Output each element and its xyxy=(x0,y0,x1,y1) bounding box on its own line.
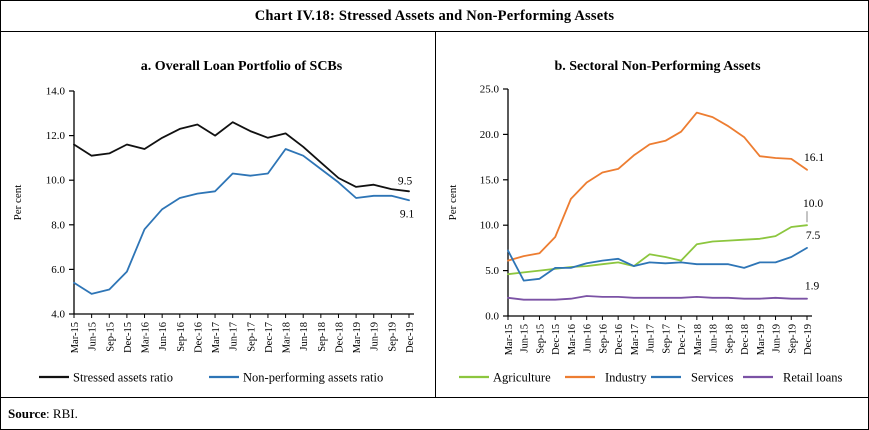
y-tick-label: 10.0 xyxy=(480,220,500,232)
legend-label-retail-loans: Retail loans xyxy=(783,371,842,385)
series-line-services xyxy=(507,246,808,282)
x-tick-label: Mar-19 xyxy=(756,324,767,355)
x-tick-label: Sep-17 xyxy=(661,324,672,354)
source-label: Source xyxy=(8,405,47,421)
x-tick-label: Dec-16 xyxy=(193,322,204,353)
x-tick-label: Sep-18 xyxy=(724,324,735,354)
x-tick-label: Sep-18 xyxy=(317,322,328,352)
charts-row: a. Overall Loan Portfolio of SCBs 4.0 6.0 8… xyxy=(1,32,868,397)
y-tick-label: 15.0 xyxy=(480,174,500,186)
x-tick-label: Jun-15 xyxy=(88,322,99,351)
series-end-label-agriculture: 10.0 xyxy=(803,198,823,210)
x-tick-label: Jun-19 xyxy=(370,322,381,351)
x-tick-label: Mar-15 xyxy=(70,322,81,353)
y-tick-label: 10.0 xyxy=(46,175,66,187)
series-end-label-retail-loans: 1.9 xyxy=(805,281,820,293)
series-end-label-stressed-assets-ratio: 9.5 xyxy=(398,175,413,187)
x-tick-label: Sep-15 xyxy=(105,322,116,352)
x-tick-label: Dec-19 xyxy=(803,324,814,355)
legend-label-agriculture: Agriculture xyxy=(493,371,551,385)
series-line-stressed-assets-ratio xyxy=(73,121,410,193)
x-tick-label: Jun-18 xyxy=(299,322,310,351)
panel-title: a. Overall Loan Portfolio of SCBs xyxy=(141,59,343,74)
y-tick-label: 8.0 xyxy=(51,219,65,231)
source-value: : RBI. xyxy=(46,405,78,421)
x-tick-label: Mar-17 xyxy=(630,324,641,355)
x-tick-label: Mar-19 xyxy=(352,322,363,353)
y-tick-label: 4.0 xyxy=(51,309,65,321)
series-line-retail-loans xyxy=(507,295,808,301)
x-tick-label: Jun-18 xyxy=(709,324,720,353)
x-tick-label: Sep-16 xyxy=(176,322,187,352)
x-tick-label: Dec-18 xyxy=(334,322,345,353)
series-end-label-non-performing-assets-ratio: 9.1 xyxy=(400,208,415,220)
series-line-agriculture xyxy=(507,224,808,276)
y-tick-label: 14.0 xyxy=(46,86,66,98)
x-tick-label: Sep-17 xyxy=(246,322,257,352)
x-tick-label: Dec-16 xyxy=(614,324,625,355)
panel-b: b. Sectoral Non-Performing Assets 0.0 5.0 1… xyxy=(436,32,868,397)
y-tick-label: 0.0 xyxy=(485,311,499,323)
figure-title-bar: Chart IV.18: Stressed Assets and Non-Per… xyxy=(1,1,868,32)
y-tick-label: 6.0 xyxy=(51,264,65,276)
x-tick-label: Dec-15 xyxy=(123,322,134,353)
y-tick-label: 25.0 xyxy=(480,84,500,96)
x-tick-label: Dec-17 xyxy=(264,322,275,353)
series-line-non-performing-assets-ratio xyxy=(73,148,410,295)
legend-label-non-performing-assets-ratio: Non-performing assets ratio xyxy=(243,371,383,385)
x-tick-label: Mar-15 xyxy=(504,324,515,355)
x-tick-label: Mar-17 xyxy=(211,322,222,353)
x-tick-label: Dec-18 xyxy=(740,324,751,355)
x-tick-label: Sep-19 xyxy=(787,324,798,354)
x-tick-label: Jun-17 xyxy=(646,324,657,353)
x-tick-label: Dec-19 xyxy=(405,322,416,353)
series-end-label-industry: 16.1 xyxy=(804,152,824,164)
x-tick-label: Dec-17 xyxy=(677,324,688,355)
x-tick-label: Mar-16 xyxy=(567,324,578,355)
x-tick-label: Sep-16 xyxy=(598,324,609,354)
x-tick-label: Sep-15 xyxy=(535,324,546,354)
x-tick-label: Mar-16 xyxy=(141,322,152,353)
legend-label-industry: Industry xyxy=(605,371,647,385)
y-axis-title: Per cent xyxy=(447,185,459,221)
x-tick-label: Jun-19 xyxy=(772,324,783,353)
series-end-label-services: 7.5 xyxy=(806,230,821,242)
y-tick-label: 5.0 xyxy=(485,265,499,277)
y-tick-label: 12.0 xyxy=(46,130,66,142)
y-tick-label: 20.0 xyxy=(480,129,500,141)
x-tick-label: Jun-15 xyxy=(520,324,531,353)
x-tick-label: Dec-15 xyxy=(551,324,562,355)
x-tick-label: Jun-16 xyxy=(583,324,594,353)
x-tick-label: Mar-18 xyxy=(693,324,704,355)
panel-title: b. Sectoral Non-Performing Assets xyxy=(554,59,761,74)
legend-label-stressed-assets-ratio: Stressed assets ratio xyxy=(73,371,173,385)
legend-label-services: Services xyxy=(691,371,733,385)
x-tick-label: Mar-18 xyxy=(282,322,293,353)
x-tick-label: Jun-16 xyxy=(158,322,169,351)
source-bar: Source: RBI. xyxy=(1,397,868,429)
series-line-industry xyxy=(507,111,808,262)
x-tick-label: Sep-19 xyxy=(387,322,398,352)
panel-a: a. Overall Loan Portfolio of SCBs 4.0 6.0 8… xyxy=(1,32,436,397)
y-axis-title: Per cent xyxy=(12,185,24,221)
panel-b-chart: b. Sectoral Non-Performing Assets 0.0 5.0 1… xyxy=(447,59,842,385)
x-tick-label: Jun-17 xyxy=(229,322,240,351)
figure-title: Chart IV.18: Stressed Assets and Non-Per… xyxy=(254,7,615,24)
source-text: Source: RBI. xyxy=(8,406,78,422)
panel-a-chart: a. Overall Loan Portfolio of SCBs 4.0 6.0 8… xyxy=(12,59,416,385)
